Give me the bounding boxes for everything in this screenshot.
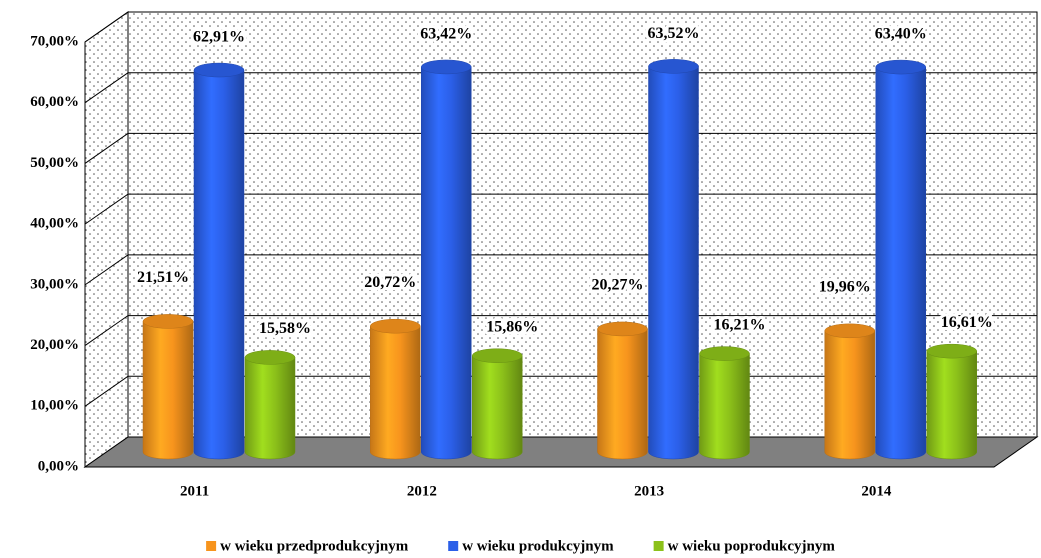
bar-top (699, 346, 750, 361)
bar (244, 357, 296, 460)
bar (699, 353, 750, 460)
x-tick-label: 2012 (407, 483, 437, 499)
bar (472, 355, 523, 460)
value-label: 63,40% (875, 26, 927, 43)
bar-top (875, 59, 926, 75)
y-tick-label: 50,00% (30, 155, 79, 171)
y-tick-label: 30,00% (30, 276, 79, 292)
legend-swatch (448, 541, 459, 551)
legend-label: w wieku produkcyjnym (462, 538, 614, 554)
grid-line (84, 11, 1037, 43)
y-tick-label: 70,00% (30, 33, 79, 49)
bar (142, 321, 194, 460)
grid-line (84, 254, 1037, 286)
bar-top (824, 323, 875, 339)
bar-top (244, 350, 296, 365)
value-label: 16,61% (941, 314, 993, 331)
bar-top (370, 318, 421, 334)
grid-line (84, 132, 1037, 164)
value-label: 15,58% (259, 320, 311, 337)
grid-line (84, 315, 1037, 346)
value-label: 20,72% (364, 274, 416, 291)
bar (370, 325, 421, 460)
x-tick-label: 2013 (634, 483, 664, 499)
legend-swatch (653, 541, 664, 551)
legend-swatch (206, 541, 217, 551)
bar (875, 66, 926, 460)
bar-top (648, 59, 699, 74)
legend-label: w wieku przedprodukcyjnym (220, 538, 409, 554)
grid-line (84, 72, 1037, 104)
bar-top (472, 348, 523, 363)
bar-top (142, 314, 194, 329)
y-tick-label: 40,00% (30, 216, 79, 232)
x-tick-label: 2014 (861, 483, 892, 499)
value-label: 15,86% (486, 318, 538, 335)
value-label: 21,51% (137, 269, 189, 286)
bar (597, 328, 648, 460)
bar-top (926, 343, 977, 359)
value-label: 62,91% (193, 29, 245, 46)
bar-top (597, 321, 648, 337)
floor (83, 436, 1039, 468)
y-tick-label: 10,00% (30, 398, 79, 414)
bar (193, 69, 245, 460)
grid-line (84, 193, 1037, 225)
value-label: 20,27% (592, 277, 644, 294)
y-tick-label: 20,00% (30, 337, 79, 353)
value-label: 19,96% (819, 278, 871, 295)
y-tick-label: 0,00% (38, 458, 79, 474)
bar (421, 66, 472, 460)
y-tick-label: 60,00% (30, 94, 79, 110)
bar (824, 330, 875, 460)
value-label: 63,42% (420, 26, 472, 43)
legend-label: w wieku poprodukcyjnym (668, 538, 836, 554)
bar (926, 350, 977, 460)
bar-top (421, 59, 472, 75)
value-label: 16,21% (714, 316, 766, 333)
bar (648, 66, 699, 460)
x-tick-label: 2011 (180, 483, 209, 499)
side-wall (84, 11, 129, 468)
value-label: 63,52% (648, 25, 700, 42)
bar-top (193, 62, 245, 78)
